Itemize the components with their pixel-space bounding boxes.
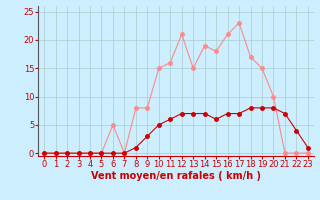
X-axis label: Vent moyen/en rafales ( km/h ): Vent moyen/en rafales ( km/h ) (91, 171, 261, 181)
